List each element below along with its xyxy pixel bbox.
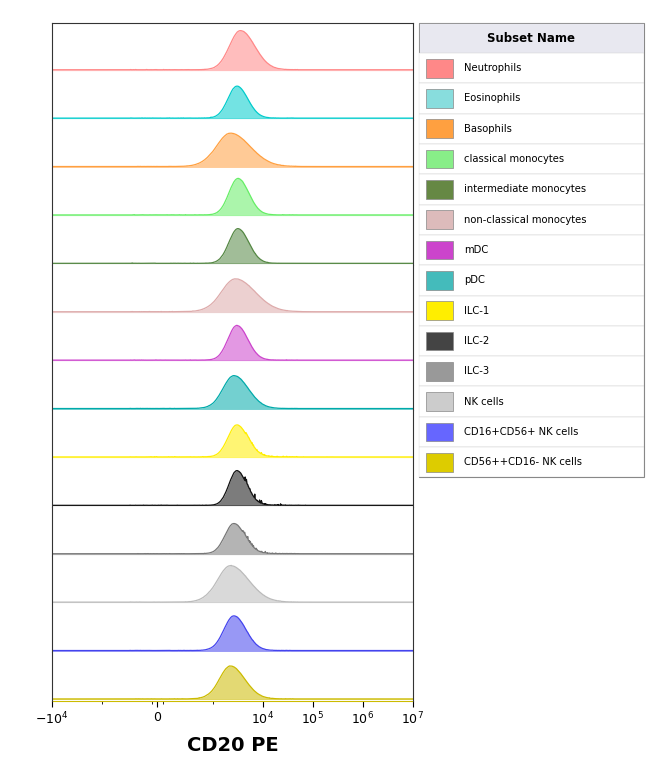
Text: Neutrophils: Neutrophils — [464, 63, 521, 73]
Text: ILC-3: ILC-3 — [464, 367, 489, 377]
Text: Basophils: Basophils — [464, 124, 512, 134]
Bar — [426, 59, 453, 78]
Bar — [419, 387, 644, 417]
Bar — [426, 271, 453, 290]
Bar — [426, 210, 453, 229]
Text: classical monocytes: classical monocytes — [464, 154, 564, 164]
Bar — [419, 296, 644, 326]
Text: Eosinophils: Eosinophils — [464, 93, 521, 103]
Bar — [419, 114, 644, 144]
Bar — [426, 241, 453, 259]
Text: non-classical monocytes: non-classical monocytes — [464, 215, 586, 225]
Bar — [426, 180, 453, 199]
Bar — [419, 144, 644, 174]
Bar — [419, 265, 644, 296]
Bar — [426, 301, 453, 320]
Bar — [419, 357, 644, 387]
Bar — [419, 23, 644, 53]
Bar — [426, 119, 453, 138]
Bar — [426, 423, 453, 441]
Bar — [426, 332, 453, 350]
Bar — [419, 447, 644, 477]
Bar — [426, 392, 453, 411]
Bar — [426, 149, 453, 169]
Bar — [426, 362, 453, 380]
Bar — [419, 417, 644, 447]
Bar — [419, 326, 644, 357]
Bar — [426, 453, 453, 472]
Bar — [426, 89, 453, 108]
Text: intermediate monocytes: intermediate monocytes — [464, 184, 586, 194]
Text: Subset Name: Subset Name — [488, 32, 575, 45]
Text: ILC-2: ILC-2 — [464, 336, 489, 346]
Bar — [419, 53, 644, 83]
Bar — [419, 205, 644, 235]
Text: pDC: pDC — [464, 276, 485, 286]
Text: ILC-1: ILC-1 — [464, 306, 489, 316]
Text: CD16+CD56+ NK cells: CD16+CD56+ NK cells — [464, 427, 578, 437]
Text: CD56++CD16- NK cells: CD56++CD16- NK cells — [464, 457, 582, 467]
Text: mDC: mDC — [464, 245, 488, 255]
Bar — [419, 235, 644, 265]
Text: NK cells: NK cells — [464, 397, 504, 407]
Text: CD20 PE: CD20 PE — [187, 735, 278, 755]
Bar — [419, 174, 644, 205]
Bar — [419, 83, 644, 114]
